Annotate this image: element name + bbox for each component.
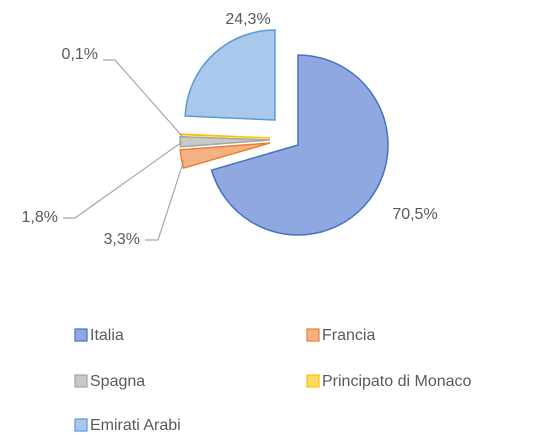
pie-slice bbox=[184, 29, 276, 121]
pie-slice bbox=[210, 54, 389, 236]
legend-label: Principato di Monaco bbox=[322, 373, 472, 390]
legend-swatch bbox=[74, 374, 88, 388]
legend-swatch bbox=[306, 374, 320, 388]
legend-label: Emirati Arabi bbox=[90, 417, 181, 434]
legend-swatch bbox=[74, 328, 88, 342]
legend-label: Italia bbox=[90, 327, 124, 344]
data-label: 3,3% bbox=[104, 231, 140, 248]
data-label: 70,5% bbox=[392, 206, 437, 223]
pie-slice bbox=[179, 135, 271, 148]
data-label: 0,1% bbox=[62, 46, 98, 63]
legend-swatch bbox=[306, 328, 320, 342]
data-label: 24,3% bbox=[225, 11, 270, 28]
legend-label: Spagna bbox=[90, 373, 145, 390]
leader-line bbox=[103, 59, 183, 137]
data-label: 1,8% bbox=[22, 209, 58, 226]
legend-swatch bbox=[74, 418, 88, 432]
leader-line bbox=[63, 141, 183, 219]
leader-line bbox=[145, 159, 185, 241]
legend-label: Francia bbox=[322, 327, 375, 344]
pie-slice bbox=[179, 142, 271, 170]
